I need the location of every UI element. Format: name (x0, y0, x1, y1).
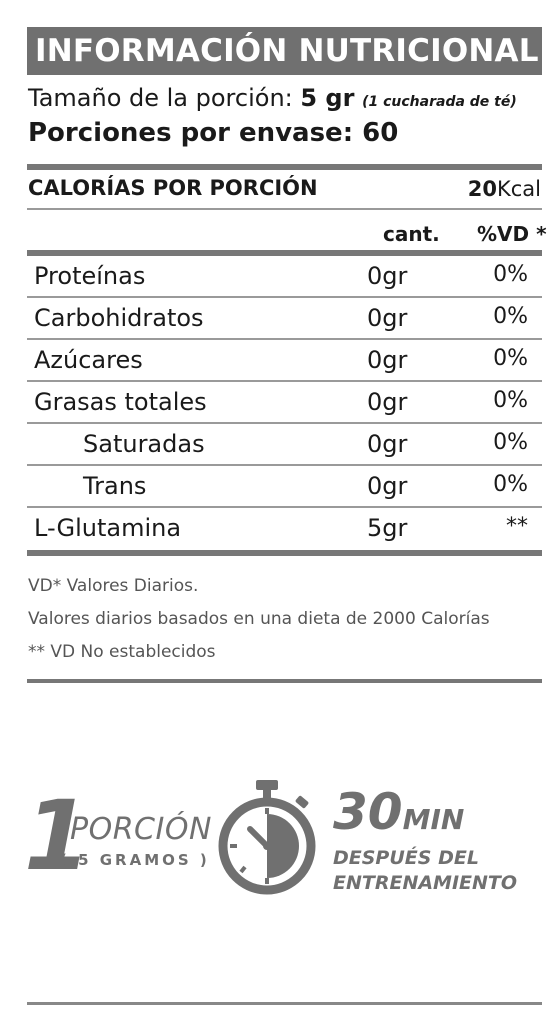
row-divider (27, 422, 542, 424)
row-divider (27, 506, 542, 508)
nutrient-amount: 0gr (367, 262, 408, 290)
nutrient-row: Grasas totales 0gr 0% (27, 382, 542, 424)
nutrient-row: Proteínas 0gr 0% (27, 256, 542, 298)
nutrient-daily-value: 0% (493, 430, 528, 455)
row-divider (27, 296, 542, 298)
nutrient-daily-value: 0% (493, 304, 528, 329)
nutrient-amount: 0gr (367, 304, 408, 332)
divider (27, 550, 542, 556)
after-training-line: DESPUÉS DEL (333, 847, 479, 869)
footnote: ** VD No establecidos (28, 642, 216, 662)
serving-size-value: 5 gr (300, 84, 355, 112)
nutrient-daily-value: 0% (493, 472, 528, 497)
nutrient-name: Proteínas (34, 262, 146, 290)
column-header-amount: cant. (383, 222, 440, 246)
minutes-number: 30 (333, 783, 403, 841)
nutrient-daily-value: ** (506, 514, 528, 539)
serving-size: Tamaño de la porción: 5 gr (1 cucharada … (28, 84, 517, 112)
nutrient-amount: 0gr (367, 388, 408, 416)
nutrient-row: Azúcares 0gr 0% (27, 340, 542, 382)
nutrient-name: Grasas totales (34, 388, 207, 416)
row-divider (27, 338, 542, 340)
nutrient-row: Saturadas 0gr 0% (27, 424, 542, 466)
nutrition-title: INFORMACIÓN NUTRICIONAL (27, 27, 542, 75)
divider (27, 1002, 542, 1005)
calories-value: 20Kcal (468, 177, 541, 201)
serving-size-note: (1 cucharada de té) (362, 94, 517, 110)
nutrient-daily-value: 0% (493, 388, 528, 413)
row-divider (27, 464, 542, 466)
nutrient-row: L-Glutamina 5gr ** (27, 508, 542, 550)
nutrient-row: Trans 0gr 0% (27, 466, 542, 508)
serving-size-label: Tamaño de la porción: (28, 84, 301, 112)
nutrient-name: Trans (83, 472, 147, 500)
row-divider (27, 380, 542, 382)
footnote: Valores diarios basados en una dieta de … (28, 609, 490, 629)
footnote: VD* Valores Diarios. (28, 576, 199, 596)
divider (27, 208, 542, 210)
divider (27, 250, 542, 256)
column-header-daily-value: %VD * (477, 222, 547, 246)
portion-count: 1 (24, 780, 91, 892)
stopwatch-icon (218, 780, 316, 895)
divider (27, 164, 542, 170)
after-training-line: ENTRENAMIENTO (333, 872, 518, 894)
nutrient-amount: 0gr (367, 346, 408, 374)
nutrient-row: Carbohidratos 0gr 0% (27, 298, 542, 340)
minutes-unit: MIN (402, 803, 465, 836)
calories-unit: Kcal (496, 177, 541, 201)
footnotes: VD* Valores Diarios. Valores diarios bas… (28, 570, 490, 669)
portion-grams: ( 5 GRAMOS ) (60, 851, 210, 869)
divider (27, 679, 542, 683)
nutrient-name: Carbohidratos (34, 304, 204, 332)
portions-per-container: Porciones por envase: 60 (28, 118, 399, 148)
calories-label: CALORÍAS POR PORCIÓN (28, 176, 318, 200)
nutrient-amount: 5gr (367, 514, 408, 542)
after-training: DESPUÉS DEL ENTRENAMIENTO (333, 846, 517, 896)
nutrient-amount: 0gr (367, 430, 408, 458)
nutrient-amount: 0gr (367, 472, 408, 500)
minutes: 30MIN (333, 787, 464, 837)
calories-number: 20 (467, 177, 497, 201)
nutrient-daily-value: 0% (493, 346, 528, 371)
portion-label: PORCIÓN (70, 812, 212, 847)
nutrient-daily-value: 0% (493, 262, 528, 287)
nutrient-name: Azúcares (34, 346, 143, 374)
nutrient-name: L-Glutamina (34, 514, 182, 542)
nutrient-name: Saturadas (83, 430, 205, 458)
